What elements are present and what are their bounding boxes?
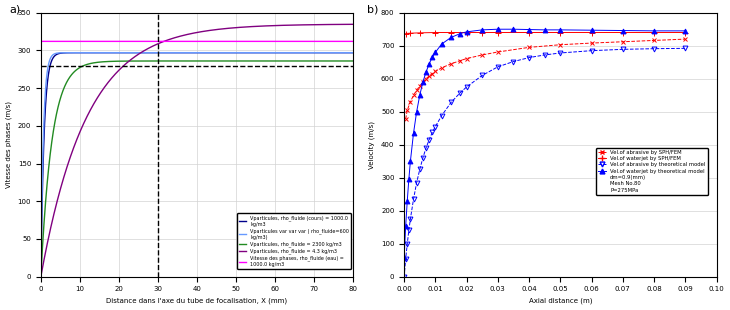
X-axis label: Axial distance (m): Axial distance (m) (529, 298, 592, 304)
Legend: Vparticules, rho_fluide (cours) = 1000.0
kg/m3, Vparticules var var var ( rho_fl: Vparticules, rho_fluide (cours) = 1000.0… (237, 213, 351, 269)
Y-axis label: Vitesse des phases (m/s): Vitesse des phases (m/s) (6, 101, 12, 188)
Text: a): a) (9, 5, 21, 15)
Y-axis label: Velocity (m/s): Velocity (m/s) (369, 121, 375, 169)
Legend: Vel.of abrasive by SPH/FEM, Vel.of waterjet by SPH/FEM, Vel.of abrasive by theor: Vel.of abrasive by SPH/FEM, Vel.of water… (596, 148, 707, 195)
Text: b): b) (366, 5, 378, 15)
X-axis label: Distance dans l'axe du tube de focalisation, X (mm): Distance dans l'axe du tube de focalisat… (107, 298, 288, 304)
